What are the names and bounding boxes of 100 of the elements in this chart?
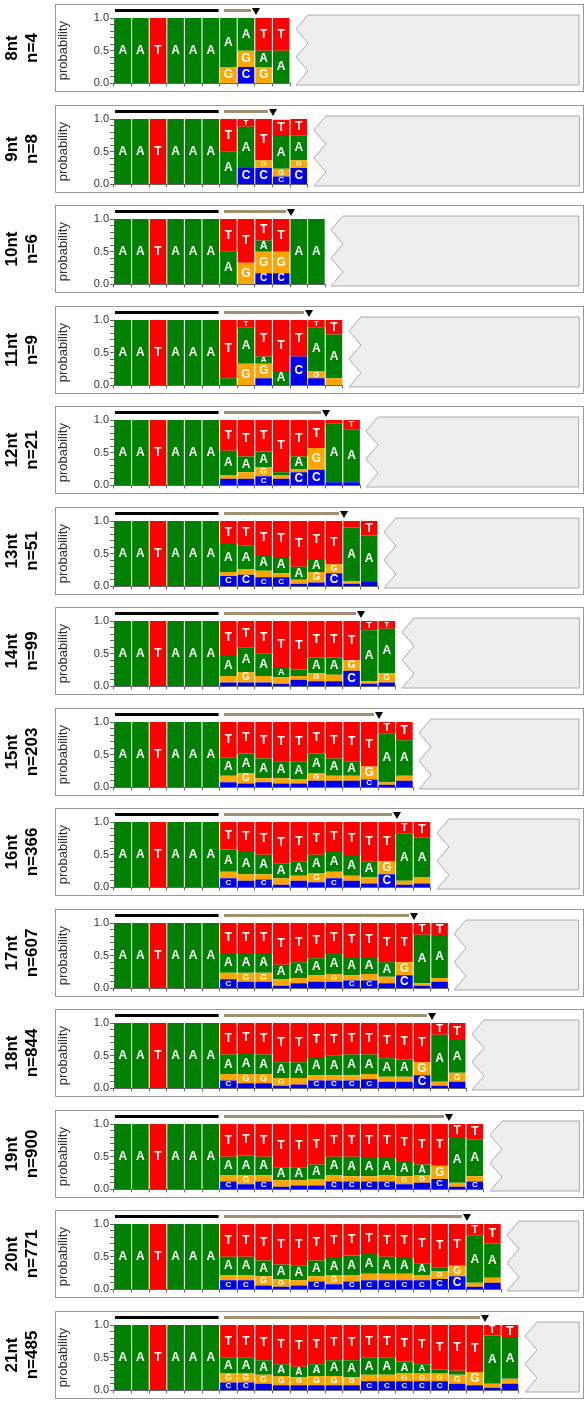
text: n=203	[22, 726, 42, 778]
text: T	[154, 444, 162, 459]
text: A	[171, 243, 180, 258]
text: A	[329, 658, 339, 673]
text: T	[312, 1032, 321, 1047]
y-tick-label: 0.5	[93, 1350, 109, 1363]
text: A	[206, 1349, 216, 1364]
series-label: T	[418, 822, 427, 837]
text: A	[276, 144, 286, 159]
text: 16nt	[2, 833, 22, 872]
text: n=8	[22, 132, 42, 166]
series-label: T	[330, 319, 339, 334]
text: A	[259, 451, 268, 466]
text: T	[242, 524, 250, 539]
text: A	[188, 645, 198, 660]
text: C	[243, 1279, 249, 1289]
series-label: A	[347, 760, 357, 775]
series-label: A	[259, 239, 268, 252]
y-tick-label: 0.5	[93, 1249, 109, 1262]
text: T	[383, 1032, 391, 1047]
y-tick-label: 1.0	[93, 1317, 109, 1330]
text: G	[399, 960, 410, 975]
y-axis-title: probability	[55, 623, 71, 684]
bar	[149, 1224, 167, 1289]
text: T	[400, 1335, 409, 1350]
y-tick-label: 1.0	[93, 312, 109, 325]
text: A	[276, 761, 286, 776]
text: T	[312, 426, 321, 441]
text: C	[259, 167, 268, 182]
series-label: T	[277, 26, 286, 41]
text: T	[259, 428, 268, 443]
text: n=6	[22, 233, 42, 266]
text: A	[277, 1362, 286, 1375]
series-label: T	[259, 222, 268, 237]
text: A	[329, 445, 339, 460]
series-label: T	[453, 1023, 462, 1038]
text: n=771	[22, 1228, 42, 1281]
text: T	[365, 1031, 373, 1046]
text: A	[171, 947, 180, 962]
text: n=607	[22, 927, 42, 979]
text: G	[470, 1370, 480, 1385]
text: A	[118, 1349, 128, 1364]
text: 9nt	[2, 134, 22, 164]
text: T	[330, 929, 338, 944]
text: A	[241, 954, 251, 969]
bar	[149, 621, 167, 686]
text: T	[259, 529, 268, 544]
text: C	[383, 1179, 390, 1189]
text: T	[295, 430, 303, 445]
text: T	[277, 636, 285, 651]
text: A	[136, 243, 145, 258]
text: A	[470, 1149, 480, 1164]
text: A	[347, 546, 356, 561]
text: T	[277, 119, 285, 134]
text: A	[241, 26, 251, 41]
text: A	[259, 1359, 268, 1374]
text: A	[171, 1248, 180, 1263]
text: T	[401, 820, 408, 833]
text: G	[312, 1374, 320, 1385]
text: C	[225, 574, 232, 585]
text: T	[312, 1336, 321, 1351]
bar	[378, 682, 396, 686]
y-tick-label: 1.0	[93, 513, 109, 526]
series-label: G	[383, 672, 391, 683]
text: C	[313, 1079, 320, 1089]
text: G	[295, 158, 302, 168]
text: G	[436, 1372, 443, 1382]
text: A	[400, 1160, 409, 1175]
text: A	[206, 143, 216, 158]
bar	[149, 219, 167, 284]
text: A	[224, 159, 233, 174]
series-label: C	[241, 167, 251, 182]
text: A	[171, 746, 180, 761]
text: T	[312, 729, 321, 744]
text: 8nt	[2, 34, 22, 63]
series-label: A	[259, 1260, 269, 1275]
text: A	[400, 849, 409, 864]
text: A	[206, 444, 216, 459]
text: C	[419, 1380, 425, 1390]
text: G	[276, 254, 286, 269]
text: G	[241, 366, 251, 381]
text: T	[242, 829, 250, 844]
text: A	[417, 950, 427, 965]
text: A	[224, 34, 233, 49]
text: A	[136, 846, 145, 861]
text: A	[171, 344, 180, 359]
text: T	[277, 935, 285, 950]
text: T	[312, 932, 321, 947]
series-label: C	[259, 272, 268, 284]
text: T	[242, 1131, 250, 1146]
text: T	[347, 1132, 356, 1147]
text: A	[171, 545, 180, 560]
text: A	[276, 369, 286, 384]
text: A	[259, 657, 268, 672]
series-label: A	[259, 51, 269, 66]
y-axis-title: probability	[55, 1126, 71, 1186]
text: T	[295, 1034, 303, 1049]
text: T	[154, 846, 162, 861]
text: T	[418, 1235, 426, 1250]
text: A	[241, 1055, 251, 1070]
